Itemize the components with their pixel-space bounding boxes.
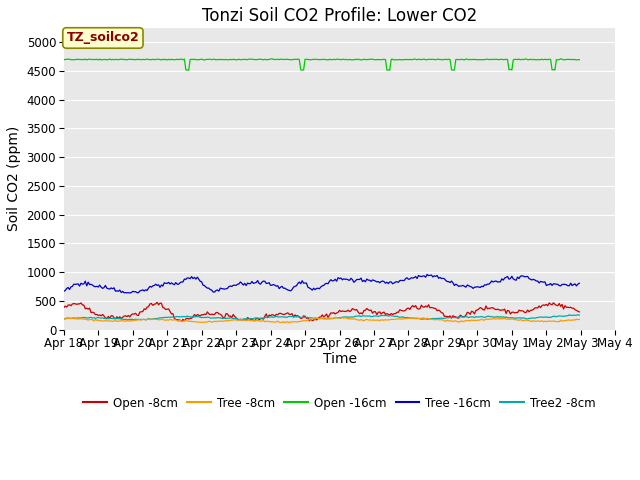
Y-axis label: Soil CO2 (ppm): Soil CO2 (ppm) xyxy=(7,126,21,231)
X-axis label: Time: Time xyxy=(323,352,356,366)
Text: TZ_soilco2: TZ_soilco2 xyxy=(67,32,140,45)
Title: Tonzi Soil CO2 Profile: Lower CO2: Tonzi Soil CO2 Profile: Lower CO2 xyxy=(202,7,477,25)
Legend: Open -8cm, Tree -8cm, Open -16cm, Tree -16cm, Tree2 -8cm: Open -8cm, Tree -8cm, Open -16cm, Tree -… xyxy=(79,392,600,414)
